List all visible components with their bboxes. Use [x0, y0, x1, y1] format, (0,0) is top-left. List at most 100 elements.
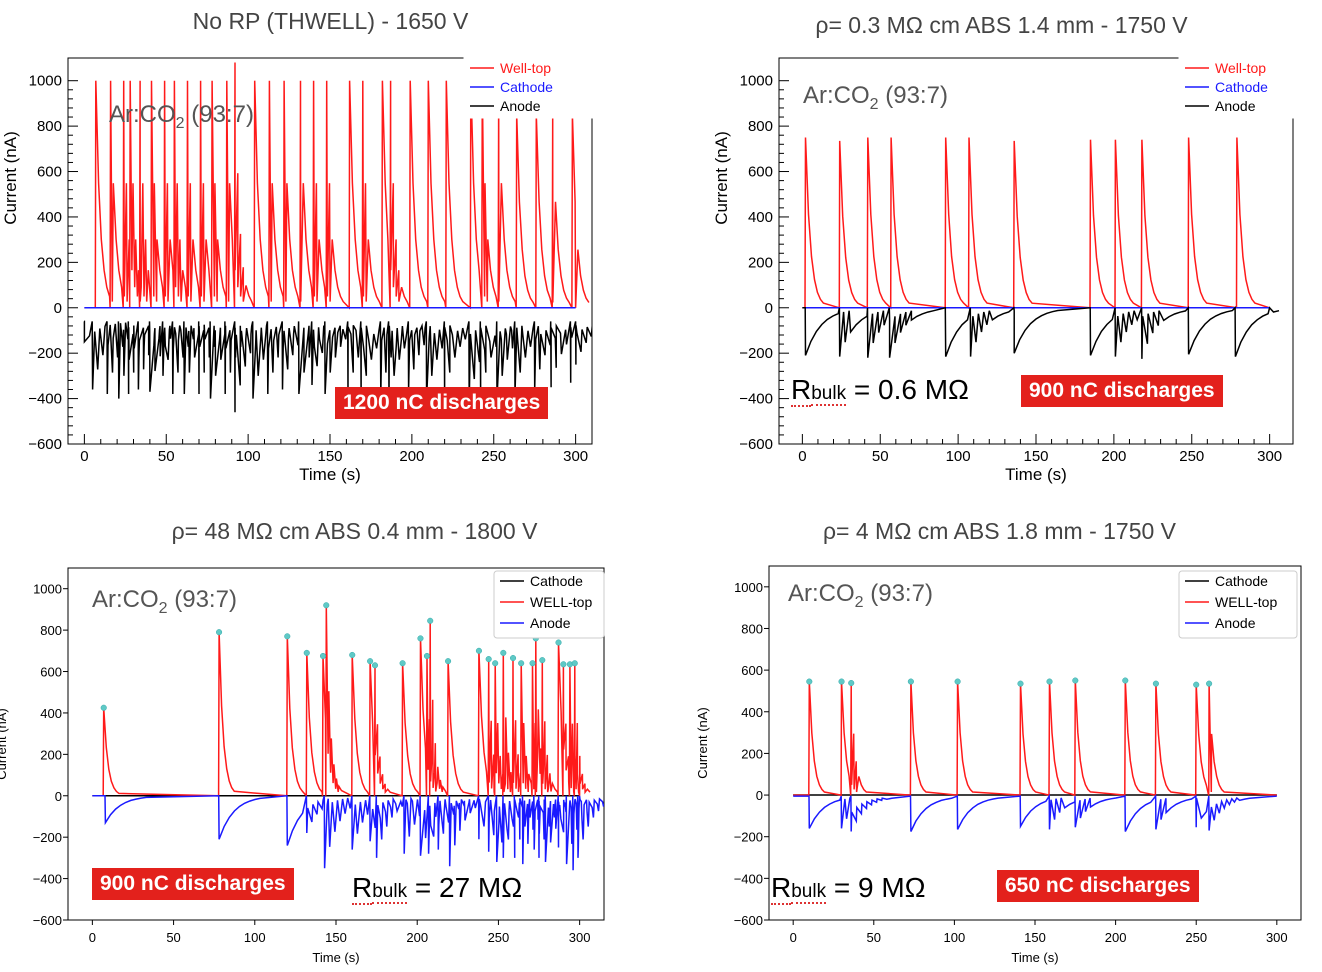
- y-tick-label: 200: [748, 254, 773, 271]
- peak-marker: [1122, 677, 1129, 684]
- rbulk-annotation: Rbulk = 0.6 MΩ: [791, 374, 969, 407]
- y-tick-label: 600: [741, 663, 763, 678]
- y-tick-label: −400: [28, 391, 62, 408]
- chart-svg: −600 −400 −200 0 200 400 600 800 1000 0 50 100 150 20…: [0, 567, 605, 965]
- peak-marker: [371, 662, 379, 669]
- peak-marker: [303, 649, 310, 656]
- peak-marker: [1152, 680, 1159, 687]
- discharge-badge: 1200 nC discharges: [335, 387, 549, 419]
- x-tick-label: 150: [1024, 930, 1046, 945]
- y-tick-label: 800: [748, 118, 773, 135]
- x-tick-label: 50: [872, 448, 889, 465]
- peak-marker: [1206, 680, 1213, 687]
- series-line-anode: [802, 305, 1280, 359]
- series-line-well-top: [92, 605, 591, 799]
- y-axis-label: Current (nA): [1, 131, 20, 225]
- x-tick-label: 0: [89, 930, 96, 945]
- series-line-anode: [793, 793, 1277, 832]
- peak-marker: [1017, 680, 1024, 687]
- gas-suffix: (93:7): [863, 580, 933, 607]
- rbulk-symbol: R: [352, 872, 373, 905]
- legend-label: Cathode: [530, 573, 583, 589]
- peak-marker: [475, 647, 482, 654]
- discharge-badge: 900 nC discharges: [1021, 375, 1223, 407]
- chart-panel-3: ρ= 48 MΩ cm ABS 0.4 mm - 1800 V −600 −400…: [0, 486, 661, 972]
- peak-marker: [1072, 677, 1079, 684]
- y-tick-label: −600: [33, 913, 62, 928]
- gas-sub: 2: [854, 593, 864, 611]
- peak-marker: [560, 661, 567, 668]
- x-axis-label: Time (s): [1011, 950, 1058, 965]
- x-tick-label: 300: [1266, 930, 1288, 945]
- x-tick-label: 0: [798, 448, 806, 465]
- y-tick-label: 200: [40, 747, 62, 762]
- peak-marker: [100, 704, 107, 711]
- chart-title: No RP (THWELL) - 1650 V: [192, 8, 469, 34]
- chart-svg: −600 −400 −200 0 200 400 600 800 1000 0 50 100 150 20…: [1, 57, 593, 484]
- x-tick-label: 250: [1179, 448, 1204, 465]
- x-tick-label: 300: [1257, 448, 1282, 465]
- y-tick-label: 1000: [734, 580, 763, 595]
- peak-marker: [907, 678, 914, 685]
- peak-marker: [518, 660, 525, 667]
- gas-suffix: (93:7): [167, 586, 237, 613]
- y-tick-label: −200: [28, 345, 62, 362]
- legend-label: Well-top: [500, 60, 551, 76]
- y-axis-label: Current (nA): [712, 131, 731, 225]
- peak-marker: [349, 651, 356, 659]
- y-tick-label: 200: [37, 254, 62, 271]
- y-axis-label: Current (nA): [695, 707, 710, 779]
- peak-marker: [492, 660, 499, 667]
- y-tick-label: 0: [756, 788, 763, 803]
- peak-marker: [954, 678, 961, 685]
- gas-text: Ar:CO: [92, 586, 159, 613]
- x-tick-label: 100: [236, 448, 261, 465]
- gas-annotation: Ar:CO2 (93:7): [803, 82, 948, 114]
- peak-marker: [848, 679, 855, 687]
- chart-title: ρ= 0.3 MΩ cm ABS 1.4 mm - 1750 V: [815, 12, 1188, 38]
- gas-annotation: Ar:CO2 (93:7): [109, 101, 254, 133]
- series-line-well-top: [793, 680, 1277, 797]
- discharge-badge: 650 nC discharges: [997, 870, 1199, 902]
- y-tick-label: −200: [734, 830, 763, 845]
- peak-marker: [500, 649, 507, 656]
- chart-svg: −600 −400 −200 0 200 400 600 800 1000 0 50 100 150 20…: [712, 57, 1294, 484]
- y-tick-label: 800: [40, 623, 62, 638]
- y-axis-label: Current (nA): [0, 708, 9, 780]
- x-tick-label: 100: [244, 930, 266, 945]
- legend-label: Cathode: [1215, 79, 1268, 95]
- gas-annotation: Ar:CO2 (93:7): [92, 586, 237, 618]
- x-axis-label: Time (s): [312, 950, 359, 965]
- x-tick-label: 200: [399, 448, 424, 465]
- legend-label: Anode: [1215, 98, 1256, 114]
- y-tick-label: 600: [40, 665, 62, 680]
- y-tick-label: −600: [739, 436, 773, 453]
- peak-marker: [1046, 678, 1053, 685]
- chart-title: ρ= 4 MΩ cm ABS 1.8 mm - 1750 V: [822, 518, 1177, 544]
- x-tick-label: 300: [563, 448, 588, 465]
- peak-marker: [323, 602, 330, 609]
- peak-marker: [216, 629, 223, 636]
- rbulk-sub: bulk: [372, 881, 408, 904]
- legend-label: Anode: [530, 615, 571, 631]
- y-tick-label: 800: [741, 621, 763, 636]
- gas-text: Ar:CO: [803, 82, 870, 109]
- gas-text: Ar:CO: [788, 580, 855, 607]
- peak-marker: [566, 661, 573, 668]
- x-tick-label: 200: [406, 930, 428, 945]
- y-tick-label: 0: [54, 300, 62, 317]
- x-tick-label: 300: [569, 930, 591, 945]
- peak-marker: [555, 639, 562, 646]
- discharge-badge: 900 nC discharges: [92, 868, 294, 900]
- rbulk-sub: bulk: [791, 881, 827, 904]
- y-tick-label: −200: [33, 830, 62, 845]
- peak-marker: [539, 657, 546, 664]
- rbulk-annotation: Rbulk = 9 MΩ: [771, 872, 926, 905]
- gas-sub: 2: [175, 114, 185, 132]
- x-tick-label: 150: [1023, 448, 1048, 465]
- gas-sub: 2: [869, 95, 879, 113]
- y-tick-label: 400: [748, 209, 773, 226]
- chart-panel-2: ρ= 0.3 MΩ cm ABS 1.4 mm - 1750 V −600 −40…: [661, 0, 1322, 486]
- peak-marker: [284, 633, 291, 640]
- chart-svg: −600 −400 −200 0 200 400 600 800 1000 0 50 100 150 20…: [695, 565, 1302, 965]
